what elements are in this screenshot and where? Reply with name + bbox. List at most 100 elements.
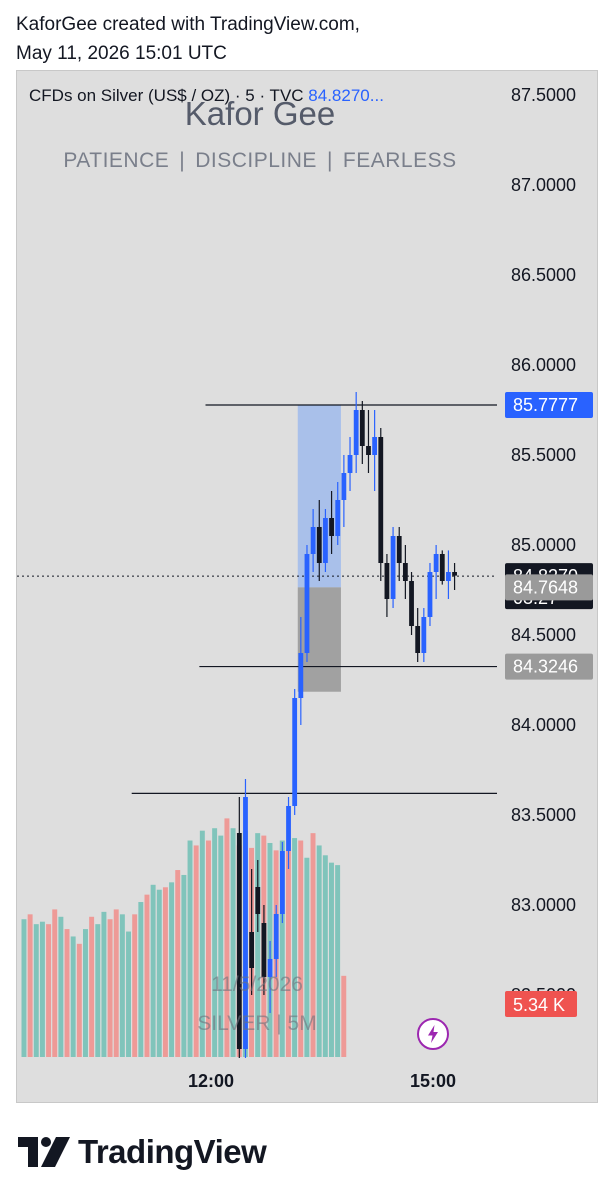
candle-body <box>347 455 353 473</box>
price-axis-label: 85.5000 <box>511 445 576 465</box>
candle-body <box>261 923 267 977</box>
volume-bar <box>21 919 27 1057</box>
candle-body <box>372 437 378 455</box>
volume-bar <box>255 833 261 1057</box>
tag-word: PATIENCE <box>63 149 170 172</box>
volume-bar <box>181 874 187 1057</box>
watermark-tagline: PATIENCE | DISCIPLINE | FEARLESS <box>17 149 503 173</box>
volume-bar <box>156 889 162 1057</box>
volume-bar <box>316 845 322 1057</box>
price-axis-label: 84.0000 <box>511 715 576 735</box>
volume-bar <box>150 884 156 1057</box>
volume-bar <box>39 921 45 1057</box>
candle-body <box>421 617 427 653</box>
volume-bar <box>113 909 119 1057</box>
author-line: KaforGee created with TradingView.com, <box>16 14 360 35</box>
symbol-description: CFDs on Silver (US$ / OZ) · 5 · TVC <box>29 86 304 105</box>
candle-body <box>273 914 279 959</box>
volume-badge-label: 5.34 K <box>513 995 565 1015</box>
price-axis-label: 87.0000 <box>511 175 576 195</box>
badge-price: 84.3246 <box>513 657 578 677</box>
candle-body <box>255 887 261 914</box>
candle-body <box>292 698 298 806</box>
candle-body <box>433 554 439 572</box>
volume-bar <box>70 936 76 1057</box>
volume-bar <box>27 914 33 1057</box>
price-axis-label: 85.0000 <box>511 535 576 555</box>
badge-bg <box>505 574 593 601</box>
volume-bar <box>33 924 39 1057</box>
watermark-author: Kafor Gee <box>184 95 336 132</box>
volume-bar <box>304 857 310 1057</box>
volume-bar <box>52 909 58 1057</box>
candle-body <box>323 518 328 563</box>
volume-bar <box>119 914 125 1057</box>
candle-body <box>279 851 285 914</box>
volume-bar <box>162 887 168 1057</box>
volume-bar <box>212 828 218 1057</box>
watermark-pair: SILVER | 5M <box>197 1012 317 1035</box>
candle-body <box>366 446 371 455</box>
chart-panel[interactable]: 87.5000 87.0000 86.5000 86.0000 85.5000 85.00… <box>16 70 598 1103</box>
volume-bar <box>46 924 52 1057</box>
volume-bar <box>175 870 181 1057</box>
price-axis-label: 87.5000 <box>511 85 576 105</box>
candle-body <box>267 959 273 977</box>
volume-bar <box>322 855 328 1057</box>
price-badge: 84.7648 <box>505 574 593 601</box>
symbol-legend[interactable]: CFDs on Silver (US$ / OZ) · 5 · TVC 84.8… <box>29 86 384 106</box>
tradingview-logo[interactable]: TradingView <box>18 1133 267 1171</box>
volume-bar <box>298 840 304 1057</box>
volume-bar <box>329 862 334 1057</box>
tag-word: FEARLESS <box>342 149 457 172</box>
volume-bar <box>64 929 70 1057</box>
candle-body <box>341 473 347 500</box>
tradingview-logo-icon <box>18 1137 70 1167</box>
candle-body <box>249 932 255 968</box>
price-axis-label: 83.0000 <box>511 895 576 915</box>
candle-body <box>316 527 322 563</box>
volume-bar <box>58 916 64 1057</box>
volume-badge: 5.34 K <box>505 991 577 1017</box>
symbol-last-price: 84.8270... <box>308 86 384 105</box>
volume-bar <box>187 840 193 1057</box>
candle-body <box>236 833 242 1049</box>
volume-bar <box>193 845 199 1057</box>
volume-bar <box>89 916 95 1057</box>
watermark-date: 11/5/2026 <box>211 973 303 996</box>
volume-bar <box>107 919 113 1057</box>
price-axis-label: 86.5000 <box>511 265 576 285</box>
price-badge: 85.7777 <box>505 392 593 419</box>
volume-badge-bg <box>505 991 577 1017</box>
volume-bar <box>310 833 316 1057</box>
volume-bar <box>132 914 138 1057</box>
volume-bar <box>279 840 285 1057</box>
price-chart[interactable]: 87.5000 87.0000 86.5000 86.0000 85.5000 85.00… <box>17 71 597 1102</box>
candle-body <box>415 626 421 653</box>
volume-bar <box>126 931 131 1057</box>
candle-body <box>353 410 359 455</box>
volume-bar <box>199 830 205 1057</box>
volume-bar <box>341 975 347 1057</box>
volume-bar <box>138 902 144 1057</box>
volume-bar <box>218 835 224 1057</box>
bolt-icon[interactable] <box>417 1018 449 1050</box>
volume-bar <box>76 943 82 1057</box>
tag-word: DISCIPLINE <box>195 149 317 172</box>
volume-bar <box>144 894 150 1057</box>
tag-separator: | <box>326 149 333 172</box>
stop-zone <box>297 587 341 692</box>
candle-body <box>427 572 433 617</box>
tradingview-wordmark: TradingView <box>78 1133 267 1170</box>
volume-bar <box>292 838 298 1057</box>
tag-separator: | <box>179 149 186 172</box>
volume-bar <box>101 911 107 1057</box>
volume-bar <box>285 850 291 1057</box>
candle-body <box>310 527 316 554</box>
badge-bg <box>505 392 593 419</box>
candle-body <box>329 518 334 536</box>
price-axis-label: 86.0000 <box>511 355 576 375</box>
price-axis-label: 84.5000 <box>511 625 576 645</box>
badge-price: 84.7648 <box>513 577 578 597</box>
price-badge: 84.3246 <box>505 653 593 680</box>
